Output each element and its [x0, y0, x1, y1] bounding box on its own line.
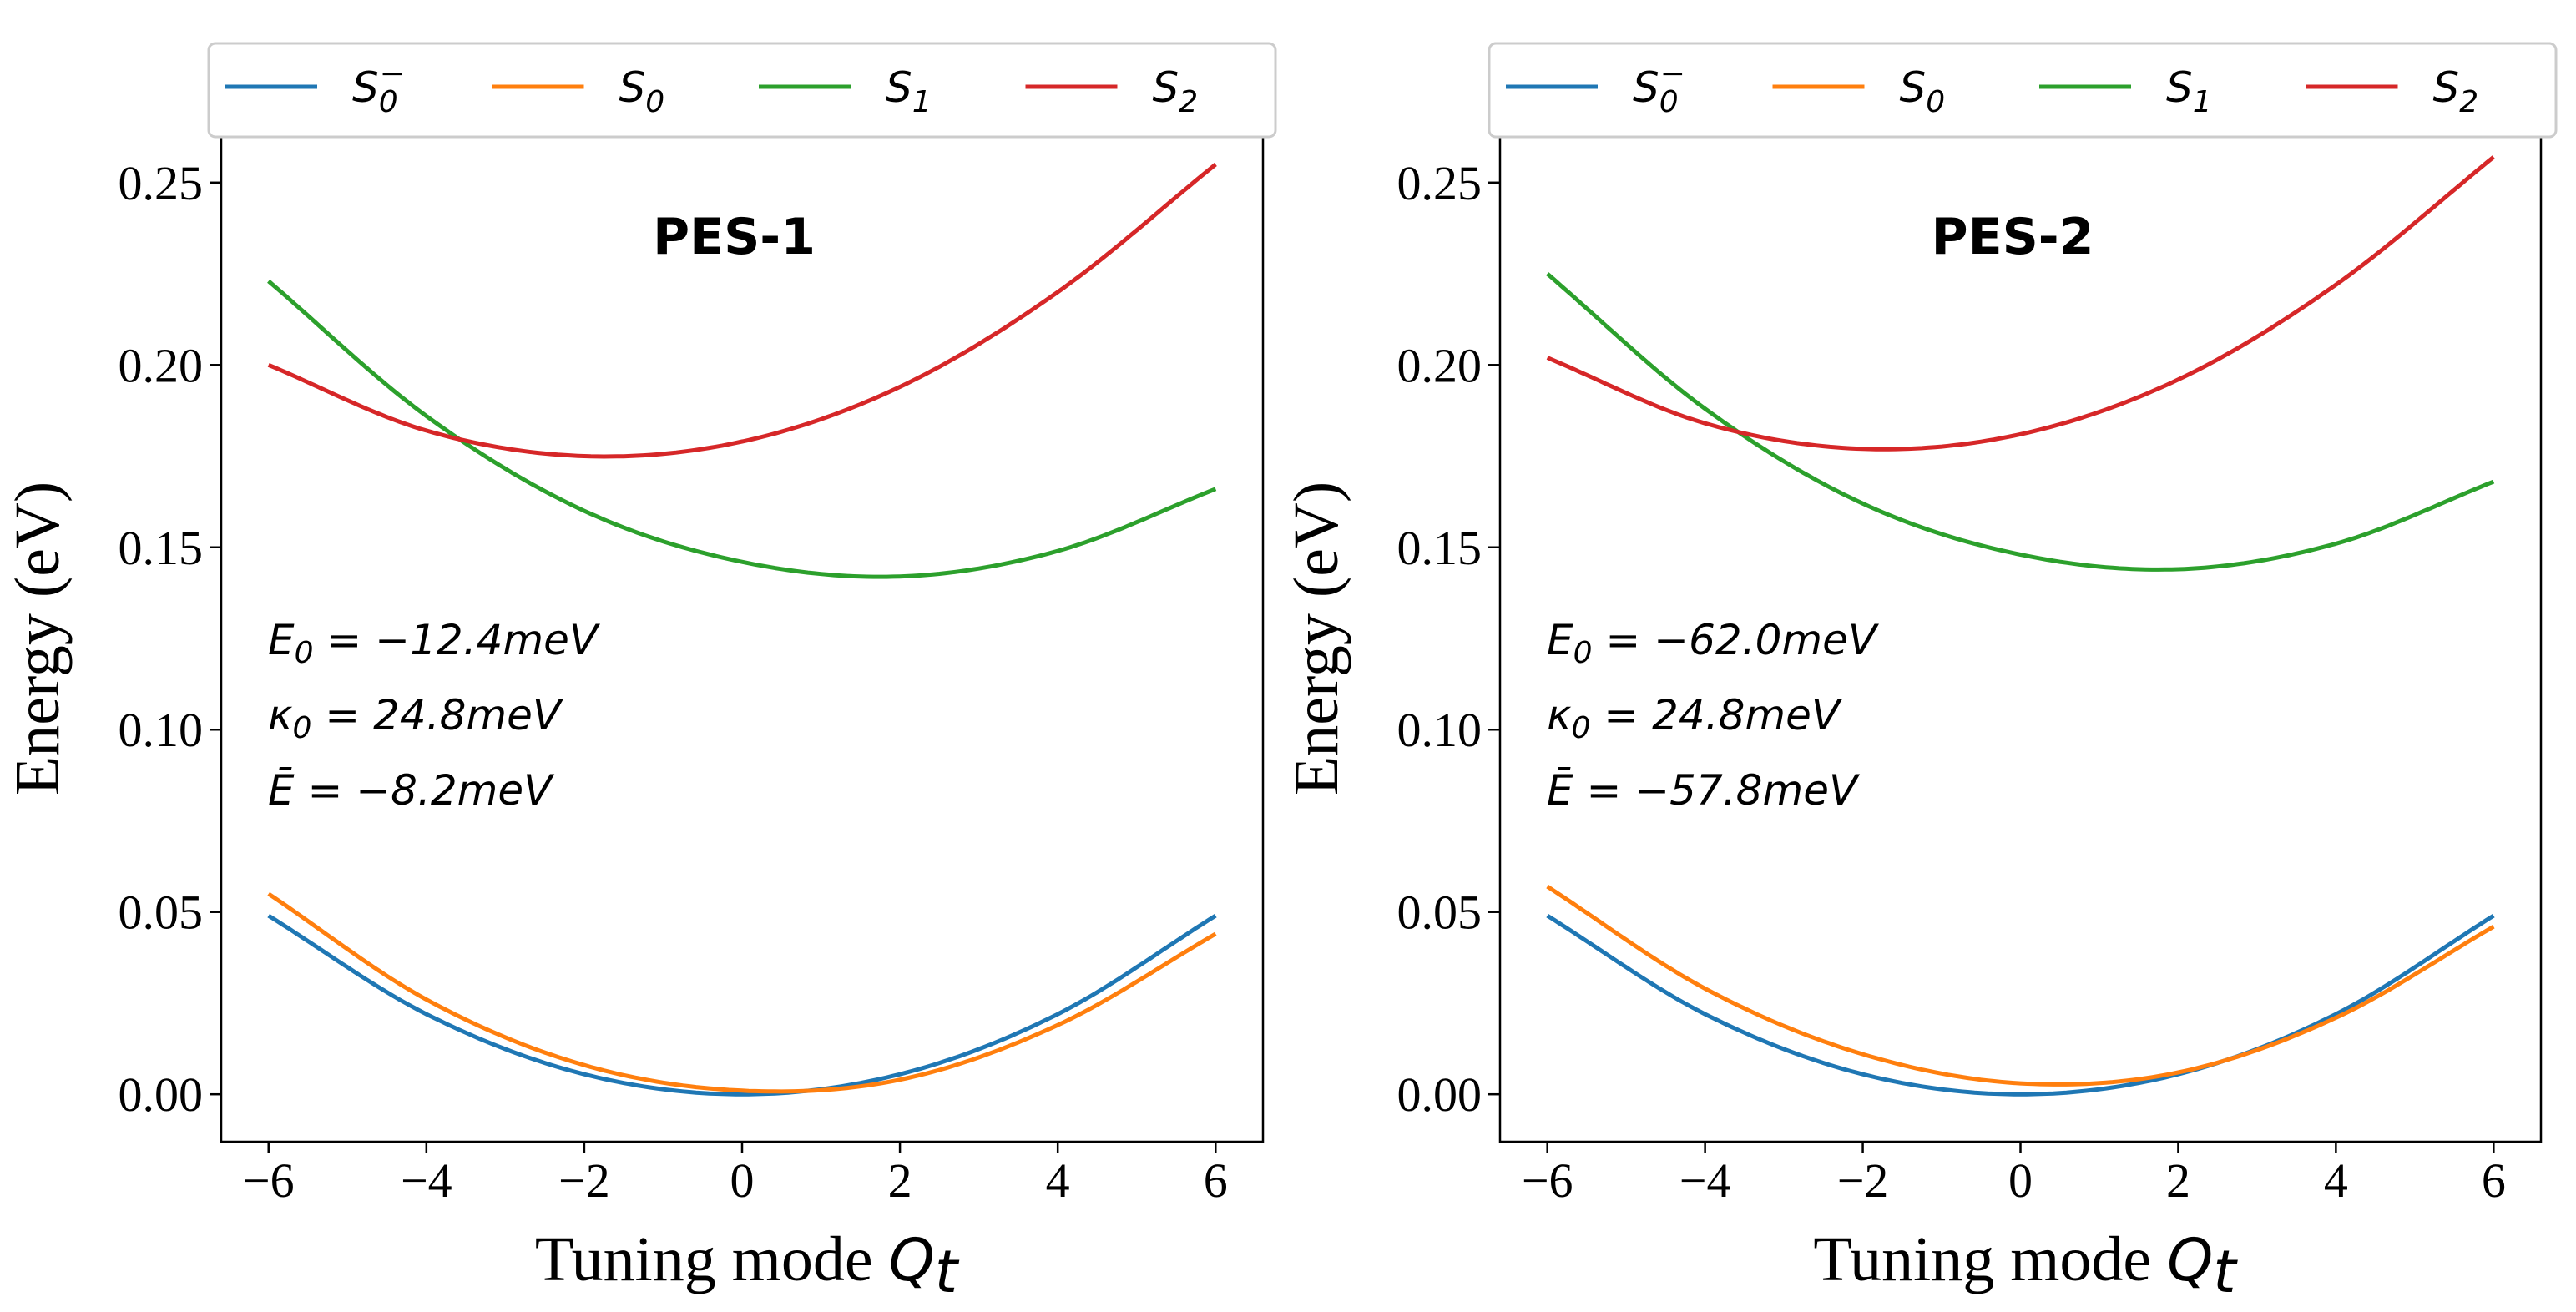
legend: S0− S0 S1 S2 [1488, 42, 2558, 139]
panel-title: PES-2 [1932, 208, 2094, 266]
series-line-s2 [267, 163, 1217, 459]
y-tick-label: 0.20 [1397, 338, 1482, 392]
y-tick-label: 0.05 [119, 886, 204, 940]
x-tick-label: 2 [888, 1153, 912, 1208]
x-tick-label: 2 [2166, 1153, 2190, 1208]
annotation-kappa0: κ0 = 24.8meV [268, 691, 564, 745]
legend-label: S0 [1900, 63, 1946, 119]
x-tick-label: 6 [1204, 1153, 1228, 1208]
legend-label: S1 [2166, 63, 2212, 119]
legend-label: S0 [619, 63, 665, 119]
legend-box [1488, 42, 2558, 139]
x-tick-label: −4 [401, 1153, 452, 1208]
annotation-e-bar: Ē = −57.8meV [1547, 766, 1861, 815]
series-line-s0 [267, 891, 1217, 1094]
x-tick-label: −4 [1679, 1153, 1731, 1208]
legend-label: S2 [2433, 63, 2479, 119]
x-tick-label: −6 [1522, 1153, 1573, 1208]
chart-panel-1: −6 −4 −2 0 2 4 6 0.00 0.05 0.10 0.15 0.20 0.25 Tuning… [3, 42, 1277, 1306]
y-axis-label: Energy (eV) [1281, 482, 1351, 795]
y-tick-label: 0.10 [1397, 703, 1482, 757]
x-tick-label: −6 [243, 1153, 295, 1208]
x-tick-label: 6 [2482, 1153, 2506, 1208]
y-axis-label: Energy (eV) [3, 482, 73, 795]
x-tick-label: 0 [730, 1153, 755, 1208]
y-tick-label: 0.25 [1397, 156, 1482, 210]
y-tick-label: 0.05 [1397, 886, 1482, 940]
x-tick-label: 4 [1046, 1153, 1070, 1208]
y-tick-label: 0.10 [119, 703, 204, 757]
y-tick-label: 0.20 [119, 338, 204, 392]
series-line-s0-minus [267, 913, 1217, 1097]
annotation-kappa0: κ0 = 24.8meV [1547, 691, 1843, 745]
x-axis-label: Tuning mode Qt [535, 1224, 960, 1306]
x-axis-label: Tuning mode Qt [1813, 1224, 2238, 1306]
chart-panel-2: −6 −4 −2 0 2 4 6 0.00 0.05 0.10 0.15 0.20 0.25 Tuning… [1281, 42, 2558, 1306]
x-tick-label: 4 [2324, 1153, 2348, 1208]
legend-label: S2 [1153, 63, 1199, 119]
legend-label: S0− [352, 57, 405, 119]
legend: S0− S0 S1 S2 [207, 42, 1277, 139]
x-tick-label: −2 [558, 1153, 610, 1208]
y-tick-label: 0.15 [119, 521, 204, 575]
x-tick-label: 0 [2008, 1153, 2033, 1208]
y-tick-label: 0.25 [119, 156, 204, 210]
series-line-s2 [1546, 155, 2495, 452]
panel-title: PES-1 [653, 208, 816, 266]
y-tick-label: 0.15 [1397, 521, 1482, 575]
legend-label: S0− [1633, 57, 1685, 119]
x-tick-label: −2 [1837, 1153, 1889, 1208]
series-line-s0 [1546, 885, 2495, 1087]
y-tick-label: 0.00 [119, 1067, 204, 1122]
legend-label: S1 [886, 63, 932, 119]
annotation-e-bar: Ē = −8.2meV [268, 766, 555, 815]
annotation-e0: E0 = −12.4meV [268, 616, 601, 670]
legend-box [207, 42, 1277, 139]
annotation-e0: E0 = −62.0meV [1547, 616, 1880, 670]
series-line-s1 [267, 279, 1217, 579]
series-line-s1 [1546, 272, 2495, 572]
y-tick-label: 0.00 [1397, 1067, 1482, 1122]
series-line-s0-minus [1546, 913, 2495, 1097]
